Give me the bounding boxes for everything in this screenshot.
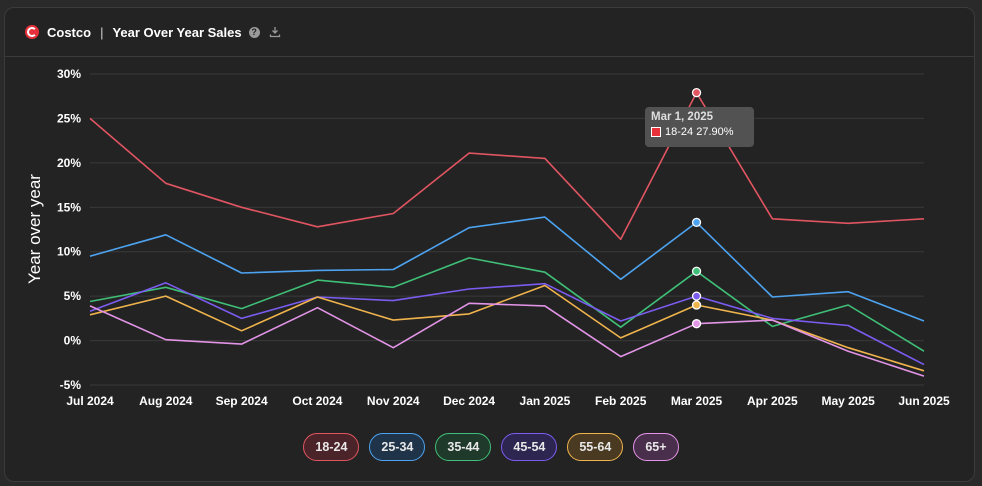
y-tick-label: 25% — [57, 111, 81, 125]
legend-item-18-24[interactable]: 18-24 — [303, 433, 360, 461]
data-point-25-34 — [691, 217, 702, 228]
tooltip-value: 27.90% — [696, 126, 734, 138]
x-tick-label: Oct 2024 — [292, 394, 342, 408]
x-tick-label: Aug 2024 — [139, 394, 193, 408]
x-tick-label: Jan 2025 — [520, 394, 571, 408]
chart-legend: 18-24 25-34 35-44 45-54 55-64 65+ — [0, 433, 982, 461]
y-tick-label: 15% — [57, 200, 81, 214]
download-icon[interactable] — [269, 26, 281, 38]
y-tick-label: 5% — [64, 289, 82, 303]
chart-header: Costco | Year Over Year Sales ? — [5, 8, 974, 57]
series-line-25-34 — [89, 216, 925, 322]
series-line-55-64 — [89, 284, 925, 372]
x-tick-label: Apr 2025 — [747, 394, 798, 408]
tooltip-swatch — [651, 127, 661, 137]
x-tick-label: Sep 2024 — [216, 394, 268, 408]
legend-item-65+[interactable]: 65+ — [633, 433, 679, 461]
y-axis-label: Year over year — [25, 174, 44, 284]
x-tick-label: Feb 2025 — [595, 394, 647, 408]
data-point-45-54 — [691, 291, 702, 301]
tooltip-series: 18-24 — [665, 126, 694, 138]
data-point-35-44 — [691, 266, 702, 276]
x-tick-label: Jul 2024 — [66, 394, 114, 408]
legend-item-35-44[interactable]: 35-44 — [435, 433, 492, 461]
series-line-65+ — [89, 302, 925, 377]
x-tick-label: Dec 2024 — [443, 394, 495, 408]
data-point-65+ — [691, 319, 702, 329]
series-line-18-24 — [89, 91, 925, 241]
brand-logo-icon — [25, 25, 39, 39]
legend-item-55-64[interactable]: 55-64 — [567, 433, 624, 461]
brand-name: Costco — [47, 24, 92, 40]
series-line-45-54 — [89, 282, 925, 366]
x-tick-label: Jun 2025 — [898, 394, 950, 408]
y-tick-label: 20% — [57, 156, 81, 170]
x-tick-label: Mar 2025 — [671, 394, 723, 408]
series-line-35-44 — [89, 257, 925, 352]
tooltip-date: Mar 1, 2025 — [651, 111, 714, 123]
y-tick-label: 10% — [57, 245, 81, 259]
chart-card: Costco | Year Over Year Sales ? — [4, 7, 975, 482]
y-tick-label: -5% — [60, 378, 82, 392]
legend-item-45-54[interactable]: 45-54 — [501, 433, 558, 461]
help-icon[interactable]: ? — [248, 26, 260, 38]
x-tick-label: May 2025 — [821, 394, 875, 408]
x-tick-label: Nov 2024 — [367, 394, 420, 408]
header-separator: | — [100, 24, 104, 40]
y-tick-label: 30% — [57, 67, 81, 81]
legend-item-25-34[interactable]: 25-34 — [369, 433, 426, 461]
chart-tooltip: Mar 1, 2025 18-24 27.90% — [645, 107, 754, 147]
y-tick-label: 0% — [64, 334, 82, 348]
data-point-18-24 — [691, 88, 702, 98]
chart-title: Year Over Year Sales — [112, 24, 242, 40]
data-point-55-64 — [691, 300, 702, 310]
